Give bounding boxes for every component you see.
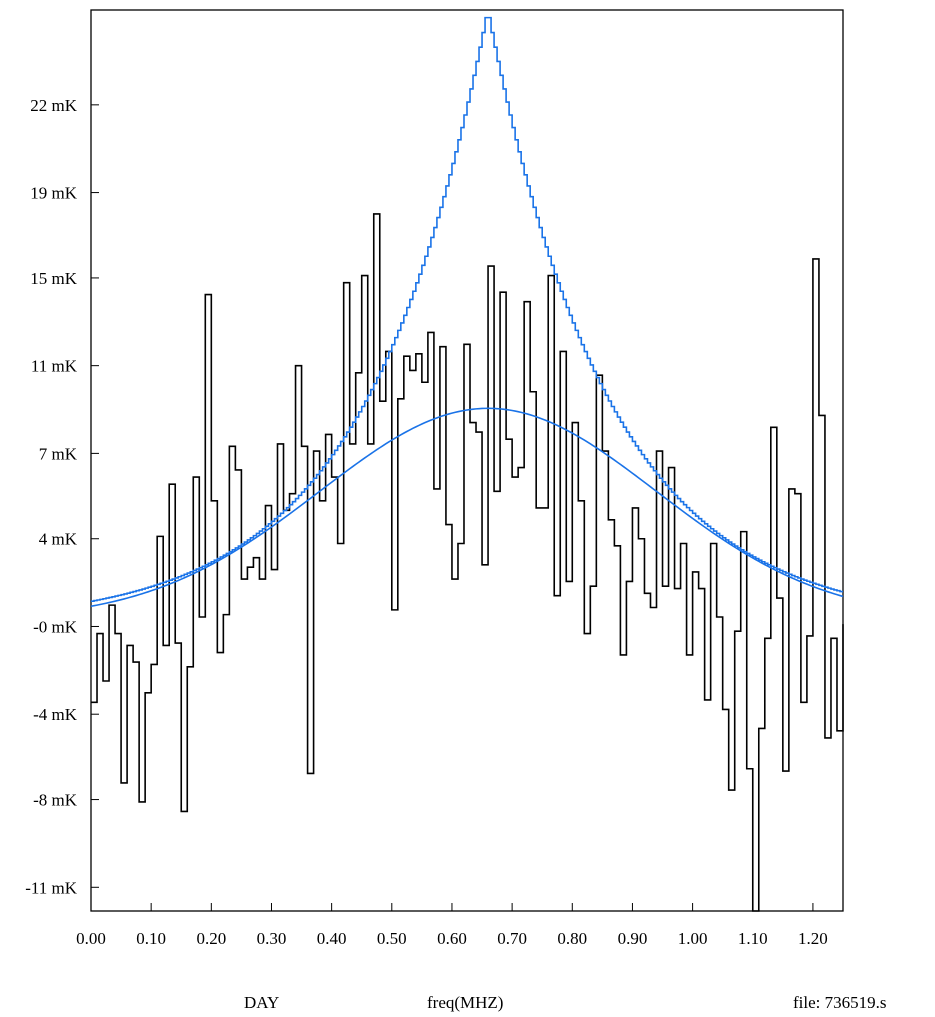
y-tick-label: -4 mK (33, 705, 78, 724)
y-tick-label: 15 mK (30, 269, 77, 288)
series-line-3 (91, 16, 843, 602)
series-line-1 (91, 213, 844, 912)
x-tick-label: 0.80 (557, 929, 587, 948)
y-tick-label: -0 mK (33, 617, 78, 636)
y-axis-ticks: -11 mK -8 mK -4 mK -0 mK 4 mK 7 mK 11 mK 15 mK 1… (25, 96, 99, 897)
y-tick-label: -8 mK (33, 791, 78, 810)
series-layer (90, 16, 844, 912)
x-tick-label: 0.70 (497, 929, 527, 948)
x-tick-label: 0.10 (136, 929, 166, 948)
x-tick-label: 0.00 (76, 929, 106, 948)
y-tick-label: 19 mK (30, 184, 77, 203)
x-tick-label: 0.60 (437, 929, 467, 948)
y-tick-label: 7 mK (39, 444, 78, 463)
x-tick-label: 0.90 (618, 929, 648, 948)
x-tick-label: 0.50 (377, 929, 407, 948)
x-tick-label: 0.40 (317, 929, 347, 948)
y-tick-label: 22 mK (30, 96, 77, 115)
x-axis-title: freq(MHZ) (427, 993, 504, 1012)
x-tick-label: 1.00 (678, 929, 708, 948)
footer-left-label: DAY (244, 993, 280, 1012)
y-tick-label: 4 mK (39, 530, 78, 549)
plot-frame (90, 9, 844, 912)
x-tick-label: 0.20 (196, 929, 226, 948)
series-line-2 (90, 407, 844, 608)
x-tick-label: 1.10 (738, 929, 768, 948)
y-tick-label: -11 mK (25, 878, 78, 897)
file-label: file: 736519.s (793, 993, 887, 1012)
x-axis-ticks: 0.00 0.10 0.20 0.30 0.40 0.50 0.60 0.70 0.80 0.90… (76, 903, 828, 948)
y-tick-label: 11 mK (31, 357, 78, 376)
x-tick-label: 1.20 (798, 929, 828, 948)
x-tick-label: 0.30 (257, 929, 287, 948)
